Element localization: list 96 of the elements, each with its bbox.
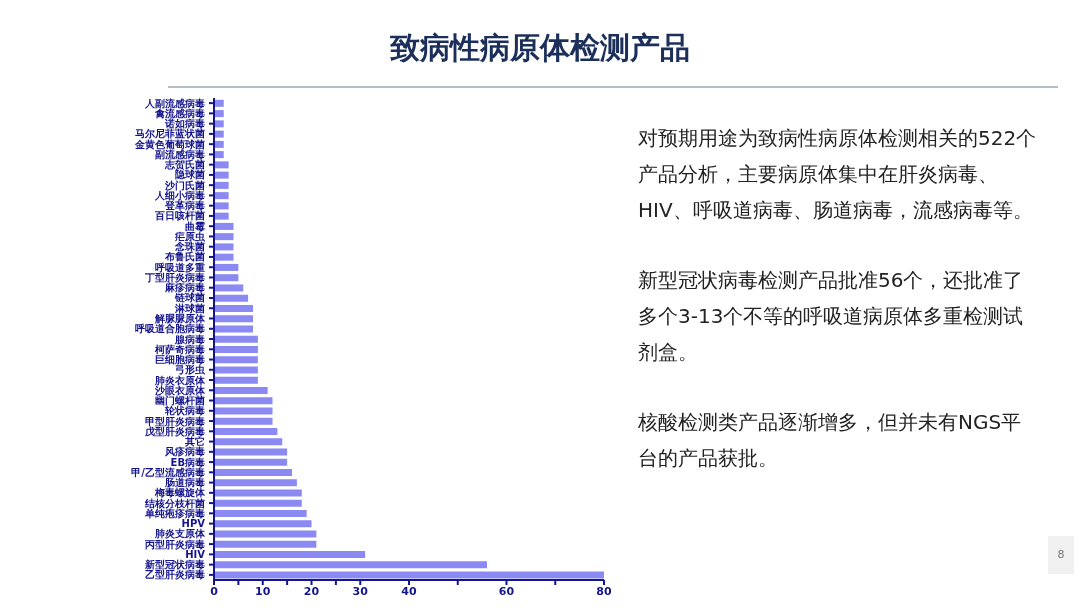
y-tick-label: 幽门螺杆菌: [155, 395, 205, 407]
bar: [214, 274, 239, 282]
bar: [214, 151, 224, 159]
text: 新型冠状病毒检测产品批准56个，还批准了多个3-13个不等的呼吸道病原体多重检测试剂盒。: [638, 267, 1025, 366]
bar: [214, 479, 297, 487]
bar: [214, 458, 288, 466]
bar: [214, 376, 258, 384]
y-tick-label: 结核分枝杆菌: [144, 497, 205, 509]
y-tick-label: 诺如病毒: [164, 118, 205, 130]
y-tick-label: 风疹病毒: [164, 446, 205, 458]
y-tick-label: EB病毒: [170, 456, 205, 468]
bar: [214, 161, 229, 169]
bar: [214, 243, 234, 251]
y-tick-label: 布鲁氏菌: [164, 251, 205, 263]
bar: [214, 540, 317, 548]
x-tick-label: 0: [210, 584, 219, 598]
bar: [214, 551, 366, 559]
bar: [214, 171, 229, 179]
y-tick-label: 曲霉: [185, 220, 205, 232]
y-tick-label: 链球菌: [174, 292, 205, 304]
bar: [214, 294, 249, 302]
x-tick-label: 20: [303, 584, 320, 598]
y-tick-label: 呼吸道多重: [155, 261, 205, 273]
x-tick-label: 80: [596, 584, 612, 598]
y-tick-label: 巨细胞病毒: [155, 354, 205, 366]
y-tick-label: 马尔尼菲蓝状菌: [135, 128, 205, 140]
bar: [214, 181, 229, 189]
bar: [214, 510, 307, 518]
y-tick-label: 丙型肝炎病毒: [144, 538, 205, 550]
bar: [214, 315, 253, 323]
y-tick-label: 肺炎支原体: [154, 528, 206, 540]
y-tick-label: 登革病毒: [164, 200, 205, 212]
y-tick-label: HPV: [181, 518, 206, 530]
bar: [214, 407, 273, 415]
bar: [214, 561, 487, 569]
bar: [214, 110, 224, 118]
bar: [214, 417, 273, 425]
y-tick-label: 人副流感病毒: [144, 97, 205, 109]
y-tick-label: 甲/乙型流感病毒: [131, 466, 205, 478]
y-tick-label: 百日咳杆菌: [154, 210, 205, 222]
bar: [214, 233, 234, 241]
bar: [214, 222, 234, 230]
y-tick-label: 梅毒螺旋体: [154, 487, 206, 499]
y-tick-label: 丁型肝炎病毒: [144, 271, 205, 283]
y-tick-label: 隐球菌: [175, 169, 205, 181]
y-tick-label: 禽流感病毒: [154, 107, 205, 119]
bar: [214, 530, 317, 538]
y-tick-label: 肺炎衣原体: [154, 374, 206, 386]
bar: [214, 366, 258, 374]
bar: [214, 253, 234, 261]
bar: [214, 489, 302, 497]
y-tick-label: 肠道病毒: [164, 477, 205, 489]
y-tick-label: 轮状病毒: [164, 405, 205, 417]
bar: [214, 345, 258, 353]
bar: [214, 520, 312, 528]
bar: [214, 120, 224, 128]
bar: [214, 192, 229, 200]
y-tick-label: 淋球菌: [174, 302, 205, 314]
x-tick-label: 30: [352, 584, 369, 598]
y-tick-label: 弓形虫: [175, 364, 206, 376]
bar: [214, 428, 278, 436]
x-tick-label: 60: [498, 584, 515, 598]
y-tick-label: 金黄色葡萄球菌: [134, 138, 205, 150]
x-tick-label: 10: [255, 584, 271, 598]
text: 8: [1048, 536, 1074, 574]
bar: [214, 356, 258, 364]
text: 核酸检测类产品逐渐增多，但并未有NGS平台的产品获批。: [638, 409, 1023, 472]
bar: [214, 202, 229, 210]
bar: [214, 130, 224, 138]
bar: [214, 325, 253, 333]
y-tick-label: 麻疹病毒: [164, 282, 205, 294]
y-tick-label: 呼吸道合胞病毒: [135, 323, 205, 335]
y-tick-label: 念珠菌: [174, 241, 205, 253]
bar: [214, 284, 244, 292]
bar: [214, 448, 288, 456]
bar: [214, 212, 229, 220]
bar: [214, 469, 292, 477]
bar: [214, 335, 258, 343]
y-tick-label: 新型冠状病毒: [144, 559, 205, 571]
y-tick-label: 志贺氏菌: [164, 159, 205, 171]
chart-title: 致病性病原体检测产品: [389, 29, 691, 67]
bar: [214, 99, 224, 107]
bar: [214, 397, 273, 405]
bar: [214, 263, 239, 271]
y-tick-label: 甲型肝炎病毒: [145, 415, 205, 427]
y-tick-label: 腺病毒: [174, 333, 205, 345]
bar: [214, 386, 268, 394]
y-tick-label: 乙型肝炎病毒: [145, 569, 205, 581]
bar: [214, 438, 283, 446]
x-tick-label: 40: [401, 584, 417, 598]
bar: [214, 140, 224, 148]
text: 对预期用途为致病性病原体检测相关的522个产品分析，主要病原体集中在肝炎病毒、HIV、呼吸道病毒、肠道病毒，流感病毒等。: [638, 125, 1038, 224]
y-tick-label: 单纯疱疹病毒: [144, 507, 205, 519]
bar: [214, 499, 302, 507]
bar: [214, 304, 253, 312]
y-tick-label: 沙门氏菌: [164, 179, 205, 191]
